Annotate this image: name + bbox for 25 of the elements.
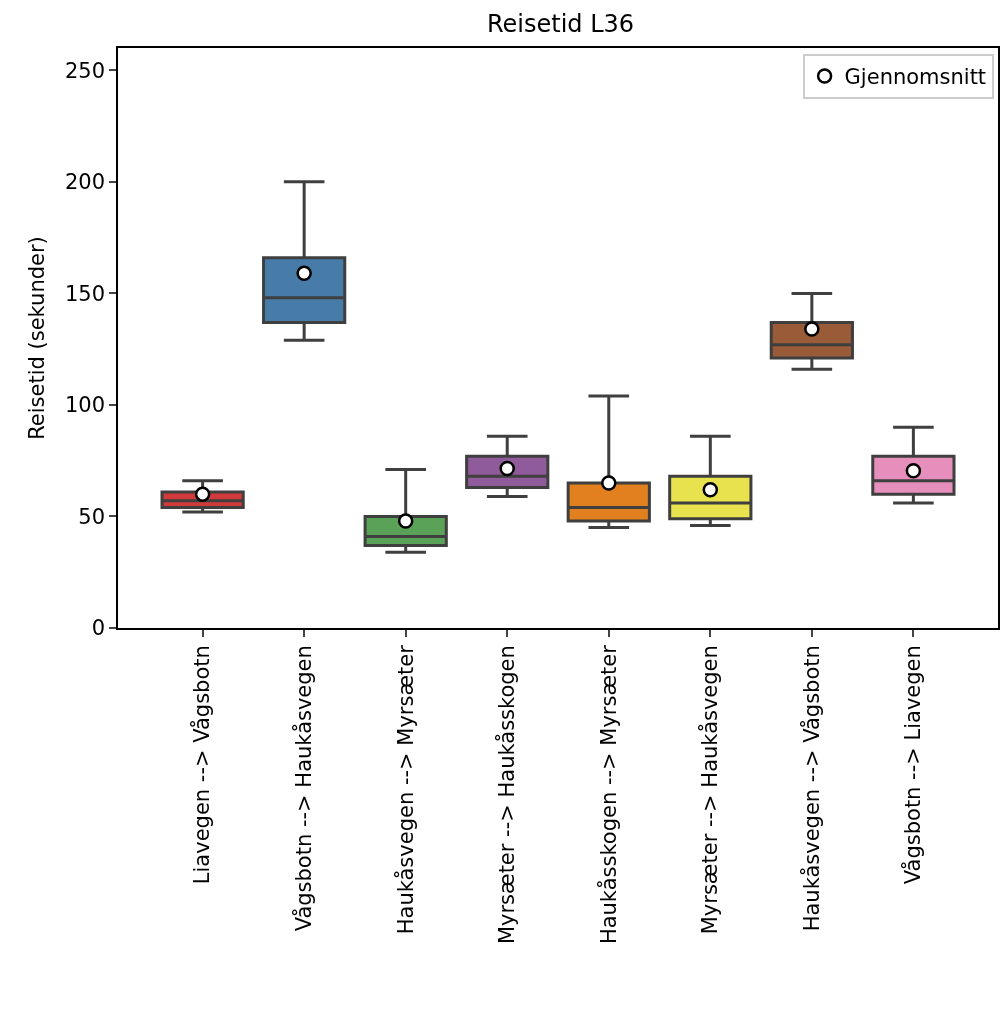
y-axis-title: Reisetid (sekunder) [24,236,49,440]
point [702,481,719,498]
x-tick-label: Myrsæter --> Haukåsskogen [494,645,520,945]
y-tick-label: 250 [64,58,106,83]
point [499,460,515,477]
legend-label: Gjennomsnitt [844,65,987,90]
y-tick-label: 0 [91,616,106,641]
y-tick-label: 50 [78,504,106,529]
y-tick-label: 150 [64,281,106,306]
point [804,321,820,337]
x-tick-label: Haukåsvegen --> Myrsæter [392,644,418,935]
x-tick-label: Haukåsskogen --> Myrsæter [595,644,621,945]
x-tick-label: Vågsbotn --> Haukåsvegen [290,645,316,932]
point [397,513,414,529]
point [601,475,617,491]
point [194,486,211,502]
point [905,462,922,479]
y-tick-label: 100 [64,393,106,418]
point [296,265,312,282]
chart-title: Reisetid L36 [486,10,635,39]
y-tick-label: 200 [64,170,106,195]
x-tick-label: Liavegen --> Vågsbotn [189,645,215,885]
x-tick-label: Vågsbotn --> Liavegen [900,645,926,885]
x-tick-label: Haukåsvegen --> Vågsbotn [798,645,824,932]
x-tick-label: Myrsæter --> Haukåsvegen [697,645,723,935]
